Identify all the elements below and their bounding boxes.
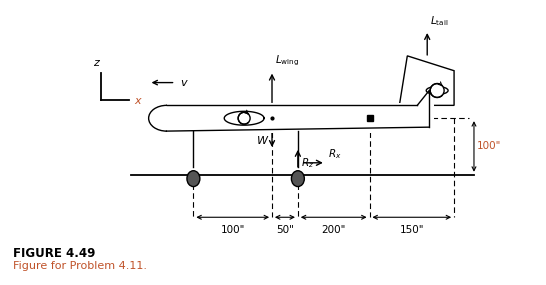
Circle shape (430, 84, 444, 97)
Text: $R_x$: $R_x$ (328, 147, 341, 161)
Text: $z$: $z$ (93, 58, 101, 68)
Text: 150": 150" (400, 225, 424, 235)
Text: $L_\mathrm{tail}$: $L_\mathrm{tail}$ (430, 14, 449, 28)
Text: $G$: $G$ (274, 104, 284, 116)
Text: $R_z$: $R_z$ (301, 156, 314, 170)
Ellipse shape (187, 171, 200, 187)
Text: $B$: $B$ (373, 112, 382, 124)
Ellipse shape (149, 105, 185, 131)
Polygon shape (224, 111, 264, 125)
Text: 50": 50" (276, 225, 294, 235)
Text: 200": 200" (322, 225, 346, 235)
Ellipse shape (292, 171, 304, 187)
Text: $x$: $x$ (134, 96, 143, 106)
Text: 100": 100" (477, 141, 501, 151)
Text: $W$: $W$ (256, 134, 269, 146)
Text: $L_\mathrm{wing}$: $L_\mathrm{wing}$ (275, 53, 299, 68)
Ellipse shape (426, 87, 448, 94)
Text: $v$: $v$ (181, 78, 189, 87)
Polygon shape (399, 56, 454, 105)
Text: Figure for Problem 4.11.: Figure for Problem 4.11. (13, 261, 147, 271)
Text: 100": 100" (221, 225, 245, 235)
PathPatch shape (158, 91, 429, 131)
Circle shape (238, 112, 250, 124)
FancyBboxPatch shape (167, 103, 434, 133)
Text: FIGURE 4.49: FIGURE 4.49 (13, 247, 96, 260)
